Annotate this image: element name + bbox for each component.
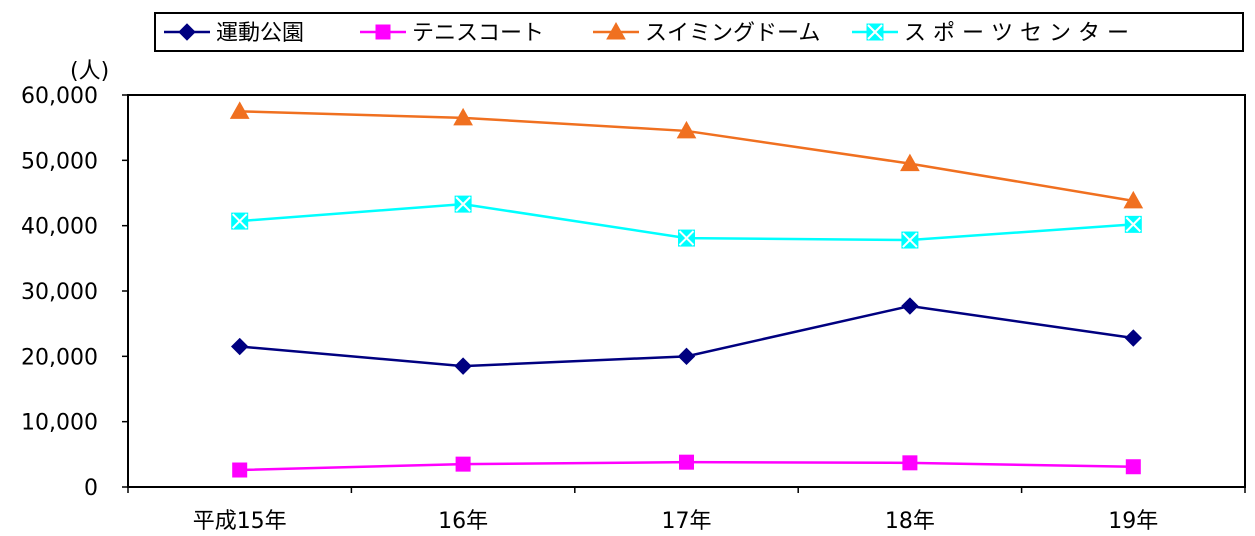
data-point-shape bbox=[455, 456, 471, 472]
legend-label: スイミングドーム bbox=[645, 21, 820, 46]
data-point-shape bbox=[232, 462, 248, 478]
legend-entry: 運動公園 bbox=[164, 21, 304, 46]
data-point-cross-b bbox=[1125, 216, 1142, 233]
data-point bbox=[454, 357, 472, 375]
legend-entry: テニスコート bbox=[360, 21, 544, 46]
series-x-square bbox=[231, 195, 1142, 249]
x-tick-label: 18年 bbox=[885, 509, 935, 534]
data-point bbox=[1123, 190, 1144, 209]
data-point-shape bbox=[1123, 190, 1144, 209]
data-point bbox=[453, 107, 473, 126]
data-point-cross-b bbox=[678, 230, 695, 246]
legend-box bbox=[154, 12, 1244, 52]
data-point-shape bbox=[229, 101, 250, 119]
data-point-shape bbox=[230, 337, 249, 356]
data-point bbox=[902, 455, 918, 471]
x-tick-label: 平成15年 bbox=[193, 509, 287, 534]
data-point bbox=[676, 120, 697, 139]
data-point-cross-b bbox=[902, 232, 918, 248]
x-tick-label: 19年 bbox=[1108, 509, 1158, 534]
data-point-shape bbox=[453, 107, 473, 126]
legend: 運動公園 テニスコート スイミングドーム ス ポ ー ツ セ ン タ ー bbox=[164, 21, 1129, 46]
data-point bbox=[1124, 329, 1143, 347]
data-point bbox=[229, 101, 250, 119]
data-point bbox=[230, 337, 249, 356]
legend-entry: ス ポ ー ツ セ ン タ ー bbox=[852, 21, 1129, 46]
data-point-shape bbox=[901, 297, 919, 315]
y-unit-label: (人) bbox=[70, 59, 109, 84]
legend-marker-shape bbox=[375, 24, 391, 40]
legend-marker-shape bbox=[178, 23, 196, 41]
data-point-shape bbox=[454, 357, 472, 375]
y-tick-label: 10,000 bbox=[21, 411, 98, 436]
y-tick-label: 60,000 bbox=[21, 84, 98, 109]
x-tick-label: 16年 bbox=[438, 509, 488, 534]
data-point bbox=[232, 462, 248, 478]
y-tick-label: 40,000 bbox=[21, 215, 98, 240]
legend-marker bbox=[606, 21, 626, 40]
data-point-cross-b bbox=[231, 213, 248, 229]
legend-marker bbox=[866, 23, 884, 41]
data-point bbox=[454, 195, 472, 213]
legend-entry: スイミングドーム bbox=[593, 21, 820, 46]
data-point bbox=[1125, 459, 1141, 475]
legend-label: ス ポ ー ツ セ ン タ ー bbox=[904, 21, 1129, 46]
data-point-shape bbox=[679, 454, 694, 470]
legend-label: 運動公園 bbox=[216, 21, 304, 46]
data-point-shape bbox=[676, 120, 697, 139]
legend-marker bbox=[178, 23, 196, 41]
series-triangle bbox=[229, 101, 1144, 209]
data-point-shape bbox=[677, 347, 696, 366]
data-point-shape bbox=[902, 455, 918, 471]
legend-marker-cross-b bbox=[867, 24, 883, 40]
data-point bbox=[1124, 215, 1142, 233]
legend-marker-shape bbox=[606, 21, 626, 40]
data-point-shape bbox=[900, 153, 920, 172]
plot-area bbox=[127, 94, 1246, 488]
series-layer bbox=[229, 101, 1144, 478]
data-point bbox=[231, 212, 249, 230]
data-point-shape bbox=[1125, 459, 1141, 475]
y-tick-label: 50,000 bbox=[21, 149, 98, 174]
y-tick-label: 20,000 bbox=[21, 345, 98, 370]
data-point bbox=[455, 456, 471, 472]
y-tick-label: 0 bbox=[84, 476, 98, 501]
data-point-cross-b bbox=[455, 196, 471, 212]
data-point bbox=[679, 454, 694, 470]
series-square bbox=[232, 454, 1141, 478]
y-axis: 0 10,000 20,000 30,000 40,000 50,000 60,000 bbox=[21, 84, 128, 501]
legend-marker bbox=[375, 24, 391, 40]
legend-label: テニスコート bbox=[412, 21, 544, 46]
data-point bbox=[900, 153, 920, 172]
data-point-shape bbox=[1124, 329, 1143, 347]
data-point bbox=[901, 297, 919, 315]
data-point bbox=[677, 347, 696, 366]
y-tick-label: 30,000 bbox=[21, 280, 98, 305]
x-axis: 平成15年 16年 17年 18年 19年 bbox=[127, 487, 1246, 534]
data-point bbox=[678, 229, 695, 247]
x-tick-label: 17年 bbox=[662, 509, 712, 534]
data-point bbox=[901, 231, 919, 249]
series-diamond bbox=[230, 297, 1143, 375]
